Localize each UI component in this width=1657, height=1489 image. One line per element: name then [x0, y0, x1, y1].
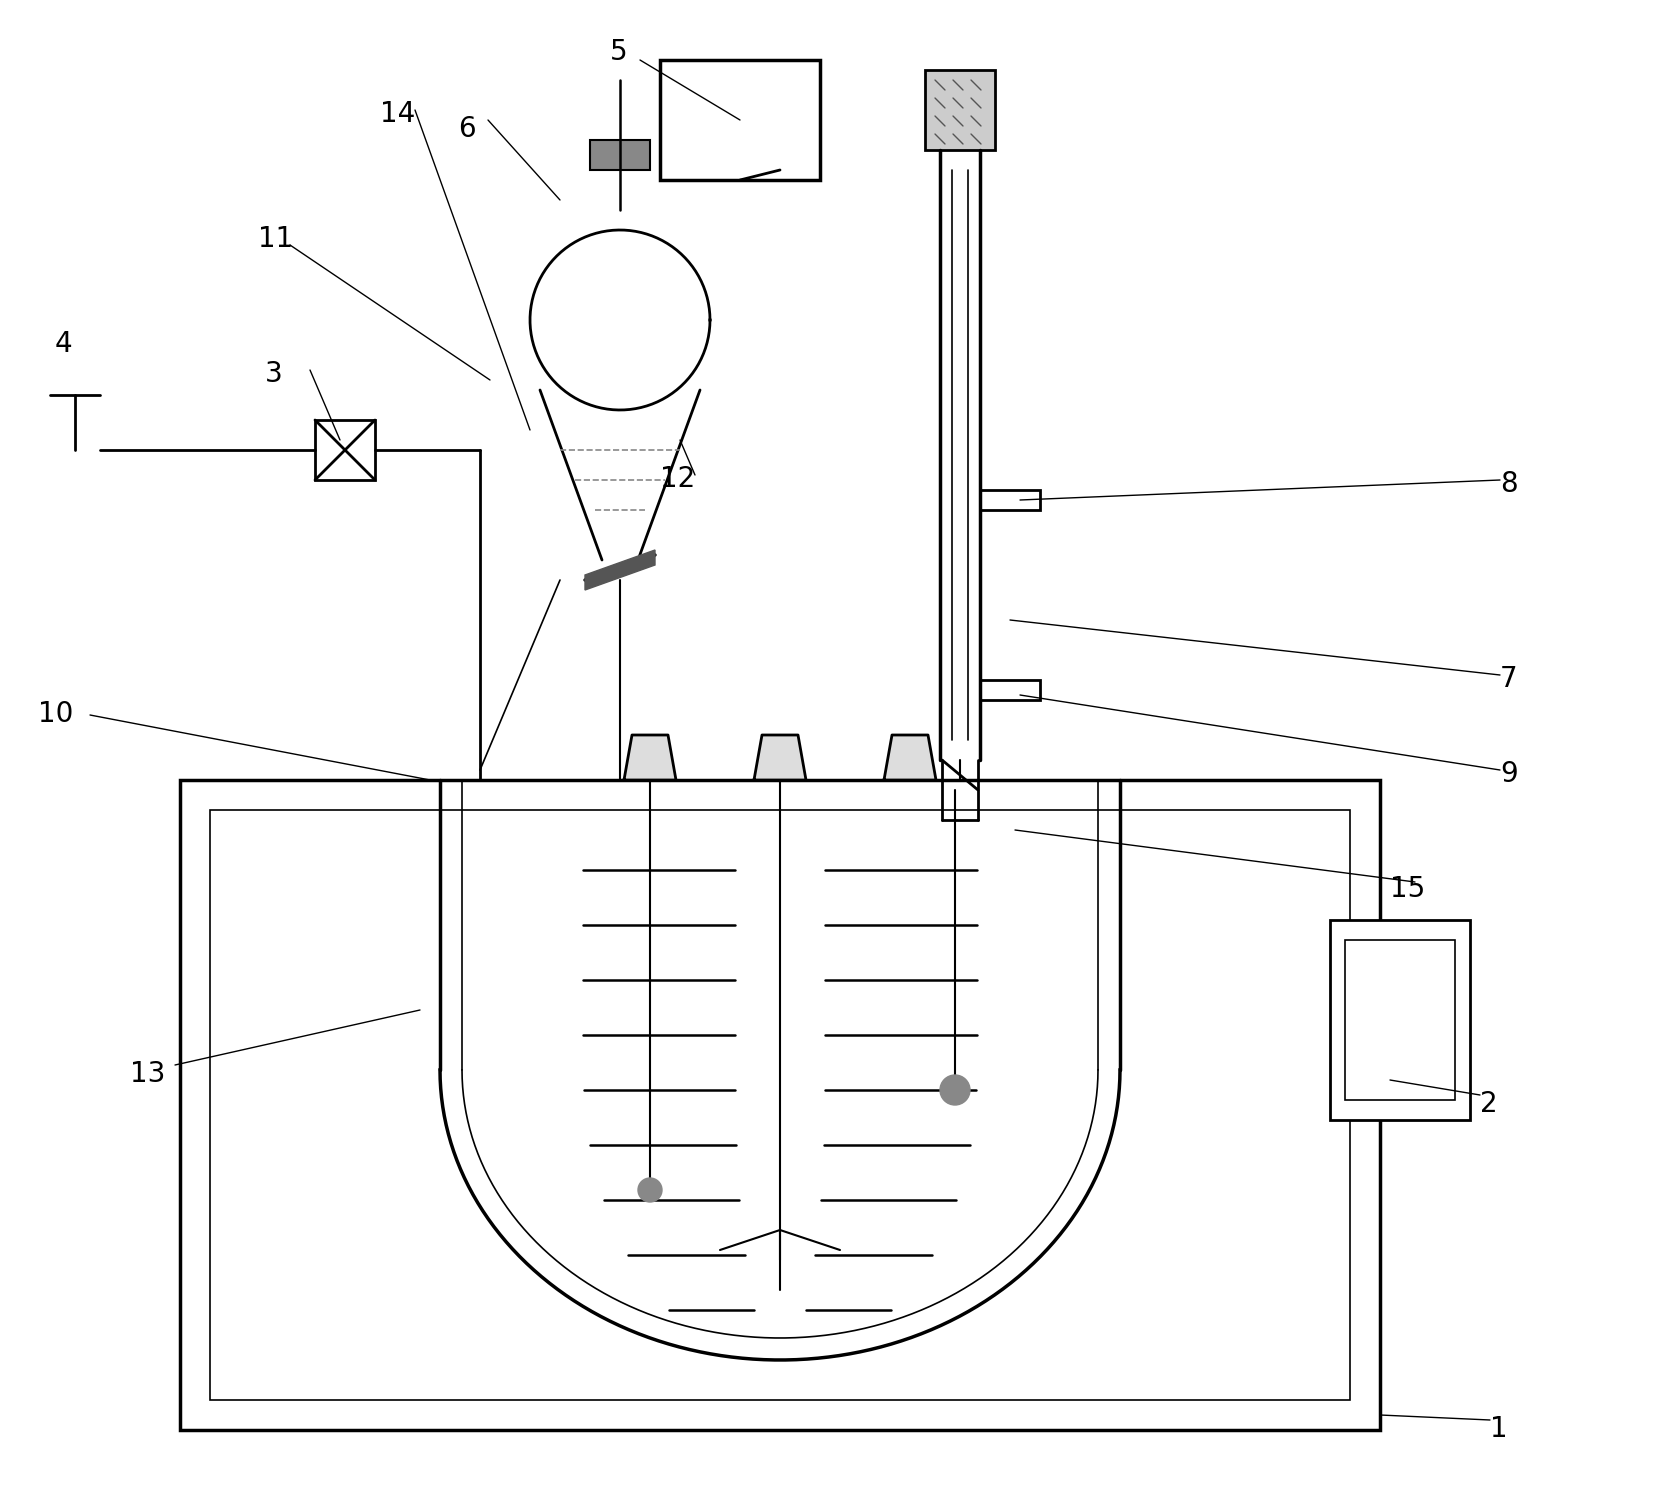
Text: 2: 2	[1480, 1090, 1496, 1118]
Polygon shape	[754, 736, 805, 780]
Circle shape	[638, 1178, 661, 1202]
Text: 14: 14	[379, 100, 414, 128]
Polygon shape	[623, 736, 676, 780]
Text: 3: 3	[265, 360, 283, 389]
Text: 7: 7	[1500, 666, 1516, 692]
Bar	[590, 140, 650, 170]
Bar	[315, 420, 374, 479]
Bar	[925, 70, 994, 150]
Text: 5: 5	[610, 39, 628, 66]
Text: 1: 1	[1490, 1415, 1506, 1443]
Bar	[979, 680, 1039, 700]
Text: 6: 6	[457, 115, 476, 143]
Polygon shape	[585, 549, 655, 590]
Text: 13: 13	[129, 1060, 166, 1088]
Text: 4: 4	[55, 331, 73, 357]
Text: 15: 15	[1389, 876, 1425, 902]
Bar	[181, 780, 1379, 1429]
Bar	[1329, 920, 1470, 1120]
Text: 9: 9	[1500, 759, 1516, 788]
Text: 10: 10	[38, 700, 73, 728]
Bar	[659, 60, 820, 180]
Circle shape	[940, 1075, 969, 1105]
Text: 8: 8	[1500, 471, 1516, 497]
Bar	[1344, 940, 1455, 1100]
Text: 11: 11	[258, 225, 293, 253]
Bar	[979, 490, 1039, 511]
Polygon shape	[883, 736, 936, 780]
Bar	[210, 810, 1349, 1400]
Text: 12: 12	[659, 465, 694, 493]
